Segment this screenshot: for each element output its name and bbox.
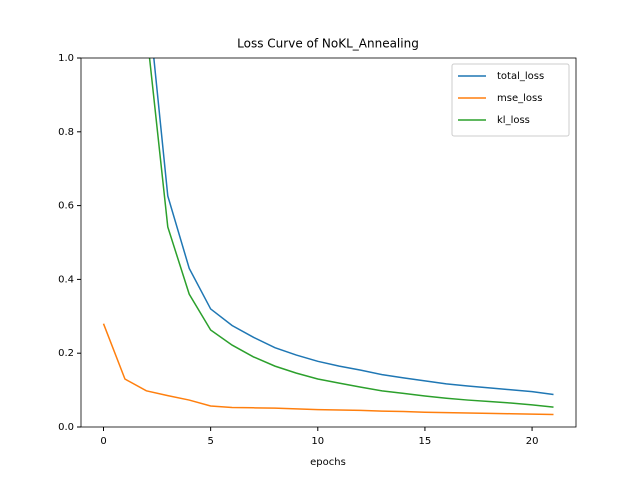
legend-label: mse_loss (497, 93, 542, 104)
y-tick-label: 0.8 (58, 127, 74, 138)
y-tick-label: 0.2 (58, 348, 74, 359)
x-axis-label: epochs (310, 457, 346, 468)
x-tick-label: 15 (419, 436, 432, 447)
y-tick-label: 1.0 (58, 53, 74, 64)
plot-lines (102, 58, 554, 416)
x-tick-label: 20 (526, 436, 539, 447)
legend-label: total_loss (497, 71, 544, 82)
chart-title: Loss Curve of NoKL_Annealing (237, 37, 419, 51)
y-tick-label: 0.6 (58, 201, 74, 212)
series-line (102, 323, 554, 416)
y-tick-label: 0.0 (58, 422, 74, 433)
series-line (148, 58, 554, 408)
y-tick-label: 0.4 (58, 274, 74, 285)
x-tick-label: 5 (207, 436, 213, 447)
legend-box (451, 63, 570, 137)
axes-frame (80, 57, 577, 428)
series-line (153, 58, 554, 396)
x-tick-label: 0 (100, 436, 106, 447)
x-tick-label: 10 (311, 436, 324, 447)
legend-label: kl_loss (497, 115, 530, 126)
